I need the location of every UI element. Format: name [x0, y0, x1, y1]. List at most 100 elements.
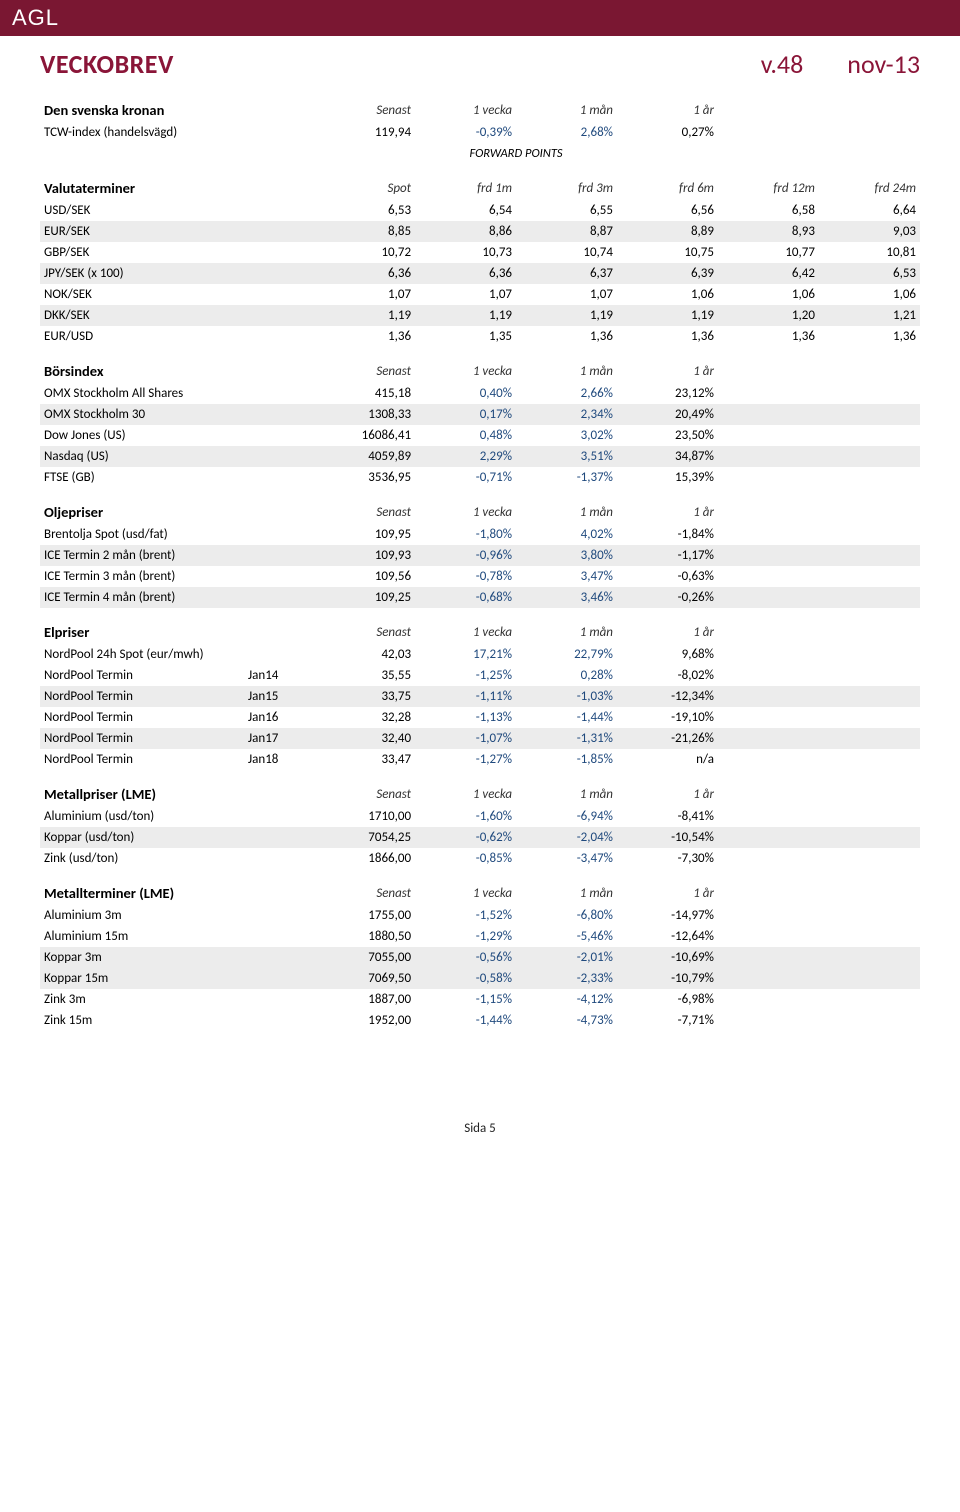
cell-value — [718, 545, 819, 566]
table-row: EUR/SEK8,858,868,878,898,939,03 — [40, 221, 920, 242]
row-label: Aluminium (usd/ton) — [40, 806, 244, 827]
table-row: Zink 3m1887,00-1,15%-4,12%-6,98% — [40, 989, 920, 1010]
cell-value — [819, 728, 920, 749]
cell-value — [819, 1010, 920, 1031]
cell-value: 1,20 — [718, 305, 819, 326]
cell-value: -19,10% — [617, 707, 718, 728]
cell-value — [718, 404, 819, 425]
cell-value: 0,17% — [415, 404, 516, 425]
cell-value — [819, 524, 920, 545]
cell-value: -1,60% — [415, 806, 516, 827]
cell-value: 20,49% — [617, 404, 718, 425]
col-head: 1 vecka — [415, 98, 516, 122]
cell-value: 109,95 — [314, 524, 415, 545]
cell-value: 3,51% — [516, 446, 617, 467]
cell-value: 23,50% — [617, 425, 718, 446]
table-row: EUR/USD1,361,351,361,361,361,36 — [40, 326, 920, 347]
page-number: Sida 5 — [40, 1121, 920, 1136]
cell-value: -5,46% — [516, 926, 617, 947]
col-head: 1 mån — [516, 881, 617, 905]
col-head: 1 år — [617, 98, 718, 122]
cell-value: -0,63% — [617, 566, 718, 587]
cell-value: -8,41% — [617, 806, 718, 827]
cell-value: -12,34% — [617, 686, 718, 707]
cell-value — [718, 383, 819, 404]
col-head: 1 vecka — [415, 359, 516, 383]
cell-value: 8,85 — [314, 221, 415, 242]
row-label: NordPool Termin — [40, 728, 244, 749]
row-sublabel — [244, 947, 314, 968]
cell-value: -0,85% — [415, 848, 516, 869]
row-label: Dow Jones (US) — [40, 425, 244, 446]
row-sublabel — [244, 989, 314, 1010]
table-row: Koppar 15m7069,50-0,58%-2,33%-10,79% — [40, 968, 920, 989]
cell-value — [819, 446, 920, 467]
cell-value: 6,42 — [718, 263, 819, 284]
cell-value — [819, 587, 920, 608]
cell-value — [819, 848, 920, 869]
row-label: DKK/SEK — [40, 305, 244, 326]
cell-value: -1,15% — [415, 989, 516, 1010]
row-sublabel — [244, 587, 314, 608]
metallp-title: Metallpriser (LME) — [40, 782, 244, 806]
col-head: 1 vecka — [415, 782, 516, 806]
cell-value — [718, 749, 819, 770]
cell-value: 1,36 — [314, 326, 415, 347]
table-row: NordPool TerminJan1632,28-1,13%-1,44%-19… — [40, 707, 920, 728]
cell-value: 16086,41 — [314, 425, 415, 446]
cell-value — [718, 425, 819, 446]
table-row: GBP/SEK10,7210,7310,7410,7510,7710,81 — [40, 242, 920, 263]
cell-value — [718, 524, 819, 545]
page-title: VECKOBREV — [40, 48, 761, 80]
cell-value: -1,29% — [415, 926, 516, 947]
row-sublabel: Jan17 — [244, 728, 314, 749]
cell-value: 6,53 — [819, 263, 920, 284]
cell-value: 10,73 — [415, 242, 516, 263]
row-label: ICE Termin 4 mån (brent) — [40, 587, 244, 608]
krona-title: Den svenska kronan — [40, 98, 244, 122]
cell-value: 6,37 — [516, 263, 617, 284]
table-metallt: Metallterminer (LME) Senast 1 vecka 1 må… — [40, 881, 920, 1031]
table-row: DKK/SEK1,191,191,191,191,201,21 — [40, 305, 920, 326]
cell-value — [718, 665, 819, 686]
cell-value: 2,66% — [516, 383, 617, 404]
col-head: Senast — [314, 500, 415, 524]
table-row: USD/SEK6,536,546,556,566,586,64 — [40, 200, 920, 221]
cell-value — [718, 926, 819, 947]
row-label: OMX Stockholm All Shares — [40, 383, 244, 404]
table-row: Aluminium 3m1755,00-1,52%-6,80%-14,97% — [40, 905, 920, 926]
cell-value: 10,81 — [819, 242, 920, 263]
cell-value: 1,19 — [617, 305, 718, 326]
row-sublabel: Jan16 — [244, 707, 314, 728]
table-row: ICE Termin 3 mån (brent)109,56-0,78%3,47… — [40, 566, 920, 587]
row-label: EUR/SEK — [40, 221, 244, 242]
col-head: frd 3m — [516, 176, 617, 200]
cell-value: 1710,00 — [314, 806, 415, 827]
col-head: 1 mån — [516, 500, 617, 524]
cell-value: -6,98% — [617, 989, 718, 1010]
col-head: Senast — [314, 620, 415, 644]
cell-value: -1,27% — [415, 749, 516, 770]
cell-value — [819, 122, 920, 143]
cell-value: 33,47 — [314, 749, 415, 770]
cell-value — [819, 404, 920, 425]
col-head: 1 mån — [516, 782, 617, 806]
cell-value — [819, 968, 920, 989]
cell-value: n/a — [617, 749, 718, 770]
col-head: 1 år — [617, 881, 718, 905]
cell-value: 415,18 — [314, 383, 415, 404]
cell-value: -1,52% — [415, 905, 516, 926]
row-label: Aluminium 3m — [40, 905, 244, 926]
cell-value: 0,28% — [516, 665, 617, 686]
table-row: NOK/SEK1,071,071,071,061,061,06 — [40, 284, 920, 305]
cell-value — [819, 467, 920, 488]
row-label: OMX Stockholm 30 — [40, 404, 244, 425]
cell-value: 2,68% — [516, 122, 617, 143]
cell-value: 1,19 — [314, 305, 415, 326]
row-sublabel — [244, 905, 314, 926]
cell-value — [718, 446, 819, 467]
cell-value — [718, 587, 819, 608]
section-olje: Oljepriser Senast 1 vecka 1 mån 1 år Bre… — [40, 500, 920, 608]
section-krona: Den svenska kronan Senast 1 vecka 1 mån … — [40, 98, 920, 164]
cell-value: 3,02% — [516, 425, 617, 446]
